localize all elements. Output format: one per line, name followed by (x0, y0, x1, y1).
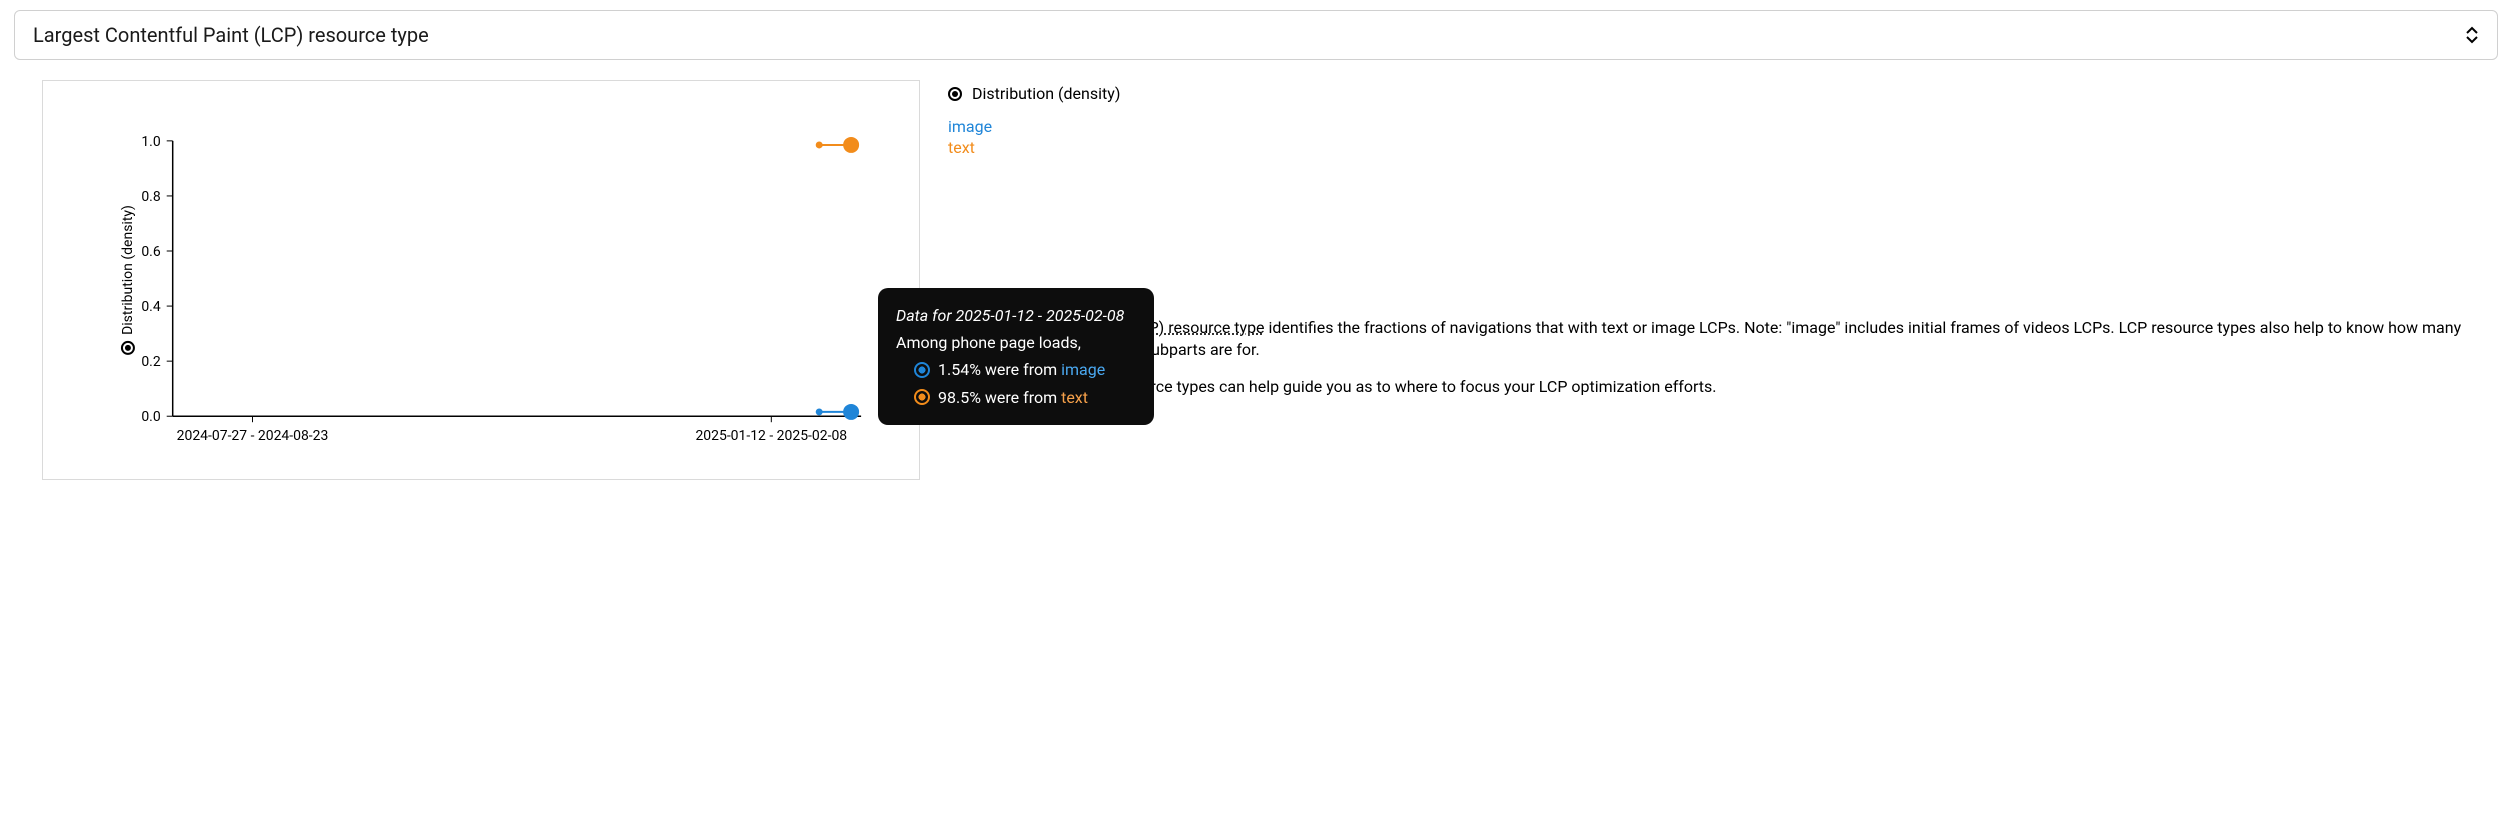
ytick: 0.0 (141, 409, 161, 425)
ytick: 1.0 (141, 134, 161, 150)
ytick: 0.6 (141, 244, 161, 260)
ytick: 0.2 (141, 354, 161, 370)
radio-icon (948, 87, 962, 101)
content-row: Distribution (density) 0.0 0.2 0.4 0.6 0… (14, 80, 2498, 480)
tooltip-type: text (1061, 388, 1088, 407)
tooltip-pct: 98.5% (938, 388, 981, 407)
tooltip-mid: were from (981, 388, 1061, 407)
dropdown-label: Largest Contentful Paint (LCP) resource … (33, 23, 429, 47)
legend-header: Distribution (density) (948, 84, 2498, 103)
xtick: 2025-01-12 - 2025-02-08 (695, 428, 847, 444)
chart-svg: 0.0 0.2 0.4 0.6 0.8 1.0 2024-07-27 - 202… (43, 81, 919, 480)
legend-item-image[interactable]: image (948, 117, 2498, 136)
bullet-icon (914, 389, 930, 405)
series-text (816, 137, 859, 153)
ytick: 0.8 (141, 189, 161, 205)
series-image (816, 404, 859, 420)
ytick: 0.4 (141, 299, 161, 315)
legend-label: image (948, 117, 992, 136)
tooltip-title: Data for 2025-01-12 - 2025-02-08 (896, 302, 1136, 329)
tooltip-pct: 1.54% (938, 360, 981, 379)
xtick: 2024-07-27 - 2024-08-23 (177, 428, 329, 444)
legend-title: Distribution (density) (972, 84, 1120, 103)
tooltip-subtitle: Among phone page loads, (896, 329, 1136, 356)
description-tip: Understanding LCP resource types can hel… (948, 376, 2498, 400)
chart-tooltip: Data for 2025-01-12 - 2025-02-08 Among p… (878, 288, 1154, 425)
tooltip-type: image (1061, 360, 1105, 379)
chevron-updown-icon (2465, 26, 2479, 44)
description: Largest Contentful Paint (LCP) resource … (948, 317, 2498, 360)
legend-label: text (948, 138, 975, 157)
tooltip-row: 1.54% were from image (896, 356, 1136, 383)
tooltip-row: 98.5% were from text (896, 384, 1136, 411)
side-panel: Distribution (density) image text Larges… (948, 80, 2498, 480)
bullet-icon (914, 362, 930, 378)
legend-item-text[interactable]: text (948, 138, 2498, 157)
metric-dropdown[interactable]: Largest Contentful Paint (LCP) resource … (14, 10, 2498, 60)
tooltip-mid: were from (981, 360, 1061, 379)
chart-panel: Distribution (density) 0.0 0.2 0.4 0.6 0… (42, 80, 920, 480)
